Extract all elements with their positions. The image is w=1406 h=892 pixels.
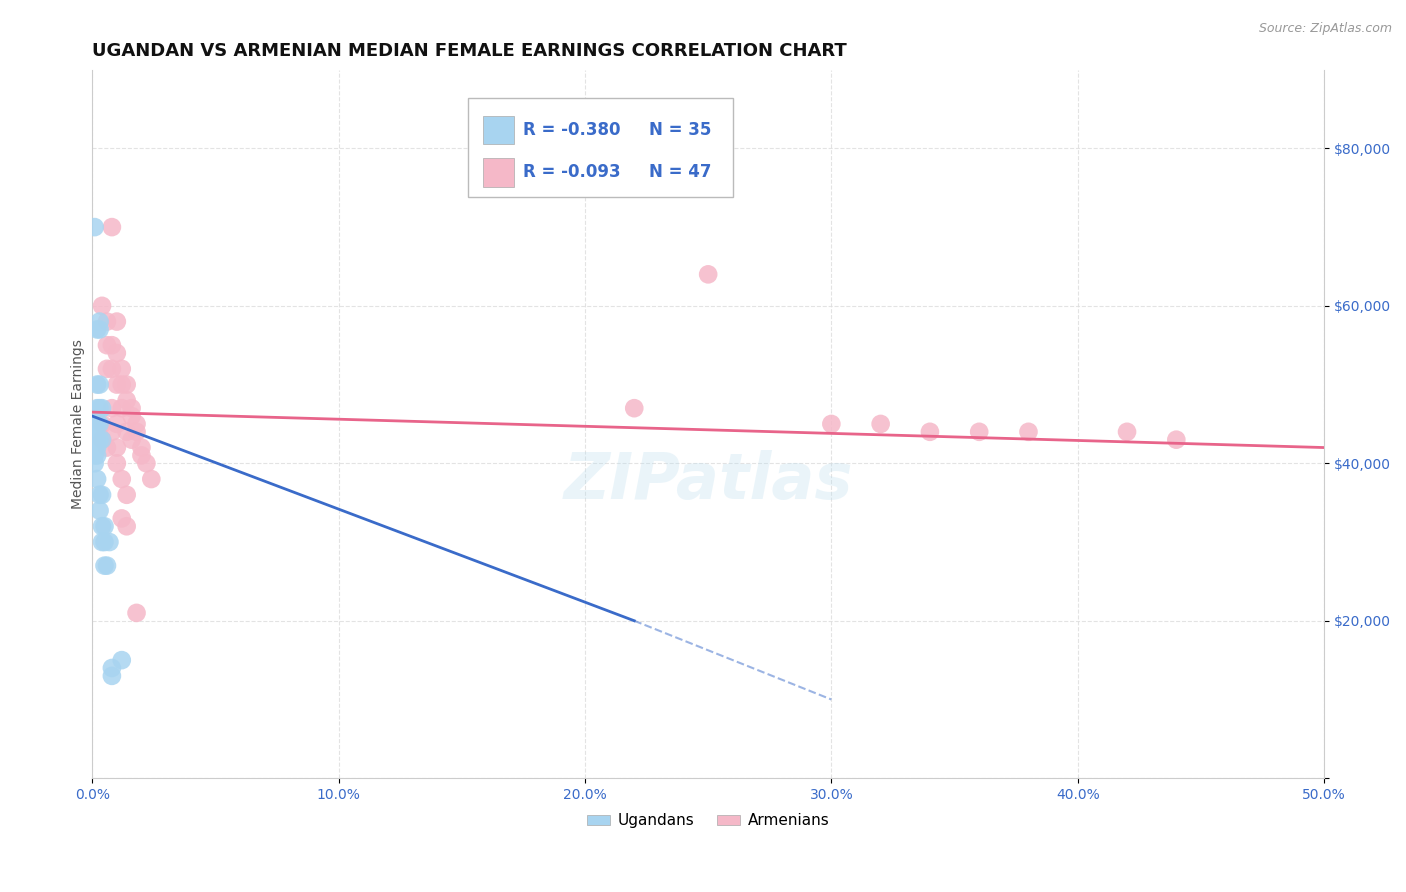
Point — [101, 220, 124, 235]
Point — [105, 417, 128, 431]
Point — [105, 377, 128, 392]
Point — [115, 519, 138, 533]
Point — [89, 433, 111, 447]
Point — [86, 401, 108, 416]
Point — [121, 433, 143, 447]
Point — [91, 433, 114, 447]
Point — [86, 322, 108, 336]
Point — [91, 299, 114, 313]
Point — [86, 449, 108, 463]
Point — [111, 511, 134, 525]
Point — [697, 268, 720, 282]
Point — [105, 441, 128, 455]
Point — [83, 433, 105, 447]
Point — [91, 488, 114, 502]
Point — [93, 519, 115, 533]
Point — [101, 338, 124, 352]
FancyBboxPatch shape — [482, 158, 513, 186]
Point — [91, 417, 114, 431]
Text: Source: ZipAtlas.com: Source: ZipAtlas.com — [1258, 22, 1392, 36]
Point — [105, 346, 128, 360]
Point — [111, 401, 134, 416]
Point — [96, 441, 118, 455]
Point — [89, 315, 111, 329]
Point — [869, 417, 891, 431]
Point — [96, 338, 118, 352]
Point — [101, 425, 124, 439]
Point — [89, 401, 111, 416]
Point — [83, 220, 105, 235]
Point — [89, 417, 111, 431]
Point — [131, 441, 153, 455]
Point — [101, 669, 124, 683]
Point — [96, 315, 118, 329]
Text: R = -0.093: R = -0.093 — [523, 163, 621, 181]
Point — [93, 535, 115, 549]
Point — [83, 441, 105, 455]
Point — [121, 401, 143, 416]
Point — [105, 456, 128, 470]
Point — [121, 409, 143, 423]
Point — [1116, 425, 1139, 439]
Point — [131, 449, 153, 463]
Point — [89, 322, 111, 336]
Point — [83, 449, 105, 463]
Text: R = -0.380: R = -0.380 — [523, 120, 621, 139]
Point — [91, 519, 114, 533]
Point — [89, 488, 111, 502]
Point — [115, 488, 138, 502]
Point — [86, 417, 108, 431]
FancyBboxPatch shape — [468, 98, 733, 197]
Point — [135, 456, 157, 470]
Point — [98, 535, 121, 549]
Point — [86, 433, 108, 447]
Legend: Ugandans, Armenians: Ugandans, Armenians — [581, 807, 835, 834]
Point — [125, 417, 148, 431]
Point — [967, 425, 990, 439]
Point — [101, 661, 124, 675]
Point — [1166, 433, 1188, 447]
Point — [83, 417, 105, 431]
Point — [111, 361, 134, 376]
Text: N = 47: N = 47 — [650, 163, 711, 181]
Point — [91, 535, 114, 549]
Point — [86, 441, 108, 455]
Point — [86, 472, 108, 486]
Point — [86, 377, 108, 392]
Point — [115, 393, 138, 408]
Point — [141, 472, 163, 486]
Point — [111, 653, 134, 667]
Point — [96, 361, 118, 376]
Point — [820, 417, 842, 431]
Point — [125, 606, 148, 620]
Point — [91, 401, 114, 416]
FancyBboxPatch shape — [482, 116, 513, 144]
Text: N = 35: N = 35 — [650, 120, 711, 139]
Point — [93, 558, 115, 573]
Point — [89, 377, 111, 392]
Point — [1017, 425, 1039, 439]
Point — [91, 433, 114, 447]
Point — [111, 377, 134, 392]
Point — [89, 503, 111, 517]
Point — [115, 425, 138, 439]
Point — [125, 425, 148, 439]
Text: UGANDAN VS ARMENIAN MEDIAN FEMALE EARNINGS CORRELATION CHART: UGANDAN VS ARMENIAN MEDIAN FEMALE EARNIN… — [93, 42, 846, 60]
Y-axis label: Median Female Earnings: Median Female Earnings — [72, 339, 86, 508]
Point — [918, 425, 941, 439]
Point — [96, 558, 118, 573]
Point — [623, 401, 645, 416]
Text: ZIPatlas: ZIPatlas — [564, 450, 853, 512]
Point — [101, 361, 124, 376]
Point — [83, 456, 105, 470]
Point — [101, 401, 124, 416]
Point — [105, 315, 128, 329]
Point — [115, 377, 138, 392]
Point — [111, 472, 134, 486]
